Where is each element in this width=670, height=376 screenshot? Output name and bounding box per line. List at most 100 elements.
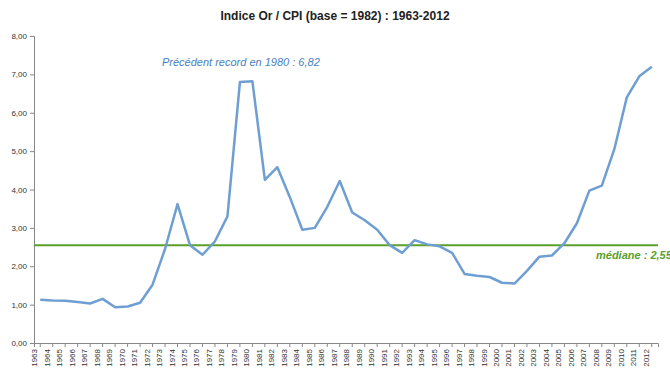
x-tick: 1987	[330, 343, 340, 367]
x-tick-mark	[52, 343, 53, 347]
x-tick: 1993	[405, 343, 415, 367]
x-tick: 1970	[118, 343, 128, 367]
x-tick-label: 1988	[342, 348, 351, 366]
y-tick-mark	[30, 305, 34, 306]
x-tick-mark	[152, 343, 153, 347]
x-tick-mark	[264, 343, 265, 347]
x-tick-label: 2008	[592, 348, 601, 366]
x-tick-label: 1990	[367, 348, 376, 366]
x-tick: 2006	[567, 343, 577, 367]
x-tick-label: 1963	[30, 348, 39, 366]
x-tick: 1967	[80, 343, 90, 367]
x-tick-mark	[302, 343, 303, 347]
y-tick-mark	[30, 113, 34, 114]
x-tick: 1977	[205, 343, 215, 367]
x-tick-mark	[65, 343, 66, 347]
y-tick-label: 4,00	[11, 186, 27, 195]
x-tick-mark	[327, 343, 328, 347]
x-tick-mark	[40, 343, 41, 347]
x-tick-mark	[90, 343, 91, 347]
x-tick: 1964	[43, 343, 53, 367]
x-tick: 2004	[542, 343, 552, 367]
x-tick-label: 1985	[305, 348, 314, 366]
x-tick-mark	[289, 343, 290, 347]
x-tick: 1997	[455, 343, 465, 367]
x-tick: 1999	[480, 343, 490, 367]
x-tick-label: 1966	[68, 348, 77, 366]
y-tick-mark	[30, 343, 34, 344]
x-tick-label: 1987	[330, 348, 339, 366]
x-tick: 1978	[217, 343, 227, 367]
x-tick-mark	[227, 343, 228, 347]
x-tick-mark	[277, 343, 278, 347]
x-tick: 1989	[355, 343, 365, 367]
x-tick-mark	[252, 343, 253, 347]
plot: 0,001,002,003,004,005,006,007,008,001963…	[11, 32, 670, 367]
title: Indice Or / CPI (base = 1982) : 1963-201…	[220, 9, 449, 23]
x-tick-mark	[477, 343, 478, 347]
x-tick-mark	[202, 343, 203, 347]
x-tick-mark	[639, 343, 640, 347]
x-tick-label: 1975	[180, 348, 189, 366]
x-tick-label: 1991	[380, 348, 389, 366]
x-tick-label: 1978	[217, 348, 226, 366]
x-tick-mark	[452, 343, 453, 347]
x-tick: 1975	[180, 343, 190, 367]
x-tick-mark	[464, 343, 465, 347]
x-tick: 1980	[242, 343, 252, 367]
x-tick-mark	[364, 343, 365, 347]
x-tick-mark	[427, 343, 428, 347]
x-tick-label: 2009	[604, 348, 613, 366]
x-tick: 1963	[30, 343, 40, 367]
x-tick-mark	[339, 343, 340, 347]
x-tick-label: 1970	[118, 348, 127, 366]
y-tick-label: 2,00	[11, 262, 27, 271]
x-tick: 2005	[554, 343, 564, 367]
x-tick: 1984	[292, 343, 302, 367]
x-tick-mark	[614, 343, 615, 347]
x-tick: 1981	[255, 343, 265, 367]
x-tick-mark	[626, 343, 627, 347]
x-tick-mark	[514, 343, 515, 347]
x-tick-label: 1982	[267, 348, 276, 366]
y-tick-mark	[30, 151, 34, 152]
x-tick: 2001	[504, 343, 514, 367]
y-axis-line	[30, 37, 35, 344]
annotation: Précédent record en 1980 : 6,82	[162, 56, 320, 68]
y-tick: 5,00	[11, 147, 34, 156]
x-tick: 2007	[579, 343, 589, 367]
x-tick: 1991	[380, 343, 390, 367]
x-tick: 1972	[143, 343, 153, 367]
x-tick-label: 1997	[455, 348, 464, 366]
x-tick-label: 1968	[93, 348, 102, 366]
x-tick-mark	[214, 343, 215, 347]
x-tick-label: 1977	[205, 348, 214, 366]
x-tick-mark	[564, 343, 565, 347]
y-tick-label: 1,00	[11, 301, 27, 310]
x-tick-mark	[77, 343, 78, 347]
x-tick-mark	[314, 343, 315, 347]
x-tick-label: 1998	[467, 348, 476, 366]
x-tick-mark	[377, 343, 378, 347]
x-tick: 1986	[317, 343, 327, 367]
x-tick: 2011	[629, 343, 639, 366]
x-tick: 1982	[267, 343, 277, 367]
x-tick: 1990	[367, 343, 377, 367]
y-tick-mark	[30, 266, 34, 267]
x-tick: 2002	[517, 343, 527, 367]
y-tick: 8,00	[11, 32, 34, 41]
x-tick-label: 2000	[492, 348, 501, 366]
median-label: médiane : 2,55	[596, 249, 670, 261]
y-tick-label: 0,00	[11, 339, 27, 348]
x-tick-mark	[489, 343, 490, 347]
x-tick-label: 2006	[567, 348, 576, 366]
x-tick: 1971	[130, 343, 140, 367]
x-tick: 1966	[68, 343, 78, 367]
x-tick: 1998	[467, 343, 477, 367]
x-tick-label: 1973	[155, 348, 164, 366]
x-tick-label: 2001	[504, 348, 513, 366]
x-tick-label: 1969	[105, 348, 114, 366]
marks	[34, 67, 658, 308]
x-tick: 1965	[55, 343, 65, 367]
x-tick-label: 1989	[355, 348, 364, 366]
